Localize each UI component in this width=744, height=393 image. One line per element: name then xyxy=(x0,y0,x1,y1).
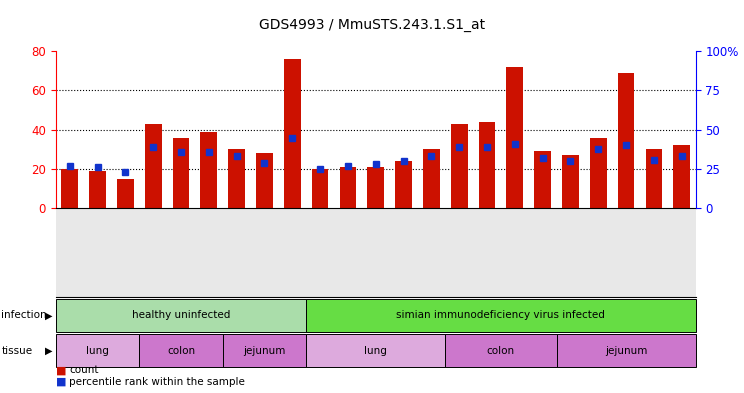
Bar xyxy=(646,149,662,208)
Bar xyxy=(307,334,445,367)
Text: count: count xyxy=(69,365,99,375)
Bar xyxy=(445,334,557,367)
Text: lung: lung xyxy=(86,346,109,356)
Bar xyxy=(590,138,606,208)
Text: jejunum: jejunum xyxy=(605,346,647,356)
Bar xyxy=(117,179,134,208)
Text: ▶: ▶ xyxy=(45,346,52,356)
Bar xyxy=(139,334,222,367)
Bar xyxy=(534,151,551,208)
Bar xyxy=(395,161,412,208)
Bar xyxy=(451,124,467,208)
Bar xyxy=(61,169,78,208)
Bar xyxy=(256,153,273,208)
Bar xyxy=(423,149,440,208)
Bar xyxy=(145,124,161,208)
Text: colon: colon xyxy=(167,346,195,356)
Bar xyxy=(478,122,496,208)
Bar xyxy=(618,73,635,208)
Text: ■: ■ xyxy=(56,377,66,387)
Bar xyxy=(222,334,307,367)
Bar xyxy=(307,299,696,332)
Bar xyxy=(284,59,301,208)
Text: jejunum: jejunum xyxy=(243,346,286,356)
Text: colon: colon xyxy=(487,346,515,356)
Bar xyxy=(557,334,696,367)
Text: infection: infection xyxy=(1,310,47,320)
Text: GDS4993 / MmuSTS.243.1.S1_at: GDS4993 / MmuSTS.243.1.S1_at xyxy=(259,18,485,32)
Bar xyxy=(507,67,523,208)
Text: tissue: tissue xyxy=(1,346,33,356)
Text: ■: ■ xyxy=(56,365,66,375)
Bar xyxy=(56,334,139,367)
Bar xyxy=(673,145,690,208)
Text: ▶: ▶ xyxy=(45,310,52,320)
Bar xyxy=(312,169,328,208)
Text: lung: lung xyxy=(365,346,387,356)
Text: healthy uninfected: healthy uninfected xyxy=(132,310,230,320)
Bar xyxy=(200,132,217,208)
Bar xyxy=(173,138,189,208)
Bar xyxy=(562,155,579,208)
Bar xyxy=(56,299,307,332)
Bar xyxy=(368,167,384,208)
Bar xyxy=(89,171,106,208)
Text: simian immunodeficiency virus infected: simian immunodeficiency virus infected xyxy=(397,310,606,320)
Text: percentile rank within the sample: percentile rank within the sample xyxy=(69,377,245,387)
Bar xyxy=(228,149,245,208)
Bar xyxy=(339,167,356,208)
